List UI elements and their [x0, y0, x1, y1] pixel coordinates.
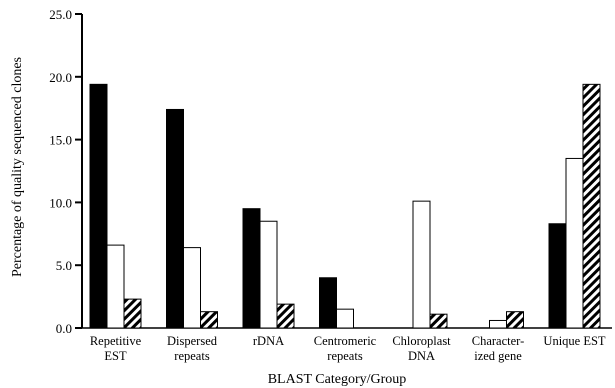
x-category-label-line: repeats	[327, 349, 363, 363]
bar-series1-3	[242, 208, 261, 329]
y-tick-label: 20.0	[49, 70, 72, 85]
bar-series2-7	[565, 157, 584, 329]
y-axis-title: Percentage of quality sequenced clones	[10, 57, 25, 277]
bar-series2-6	[489, 319, 507, 329]
x-category-label-line: rDNA	[253, 334, 284, 348]
bar-series3-6	[506, 311, 524, 329]
y-tick-label: 25.0	[49, 7, 72, 22]
bar-series3-7	[582, 83, 601, 329]
x-category-label-line: DNA	[408, 349, 435, 363]
bar-series2-2	[183, 247, 201, 329]
bar-series2-1	[106, 244, 125, 329]
x-category-label-line: ized gene	[474, 349, 522, 363]
x-category-label-line: Chloroplast	[392, 334, 451, 348]
x-axis-title: BLAST Category/Group	[268, 372, 407, 387]
x-category-label-line: Unique EST	[543, 334, 606, 348]
x-category-label: rDNA	[253, 334, 284, 348]
y-tick-label: 10.0	[49, 195, 72, 210]
x-category-label-line: Dispersed	[167, 334, 218, 348]
bar-series1-4	[319, 277, 337, 329]
x-category-label-line: Character-	[472, 334, 525, 348]
x-category-label: Character-ized gene	[472, 334, 525, 363]
y-tick-label: 15.0	[49, 133, 72, 148]
bar-series2-3	[259, 220, 278, 329]
bar-series3-5	[429, 313, 448, 329]
x-category-label: Dispersed repeats	[167, 334, 218, 363]
bar-series3-1	[123, 298, 142, 329]
bar-series3-2	[200, 311, 218, 329]
bar-series1-1	[89, 83, 108, 329]
chart-bars	[89, 83, 601, 329]
x-category-label-line: Repetitive	[90, 334, 142, 348]
bar-series2-4	[336, 308, 354, 329]
x-category-label-line: repeats	[174, 349, 210, 363]
x-category-label: Unique EST	[543, 334, 606, 348]
x-category-label-line: EST	[104, 349, 127, 363]
bar-series3-3	[276, 303, 295, 329]
bar-series1-2	[166, 108, 184, 329]
x-category-label: Centromeric repeats	[314, 334, 377, 363]
x-category-label: Repetitive EST	[90, 334, 142, 363]
y-tick-label: 0.0	[56, 321, 72, 336]
y-tick-label: 5.0	[56, 258, 72, 273]
x-category-label-line: Centromeric	[314, 334, 377, 348]
bar-series2-5	[412, 200, 431, 329]
bar-series1-7	[548, 223, 567, 329]
x-category-label: Chloroplast DNA	[392, 334, 451, 363]
